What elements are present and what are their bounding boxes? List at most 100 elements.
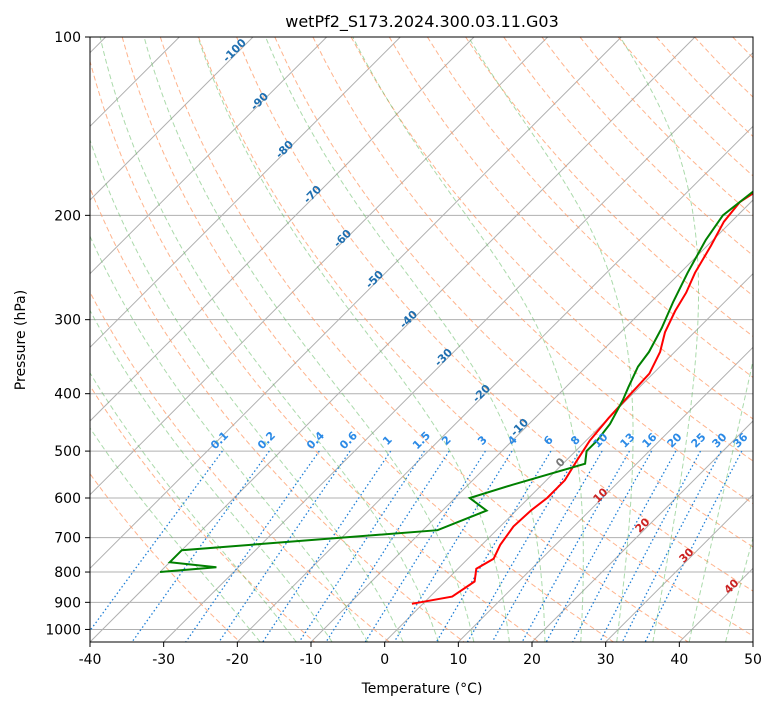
y-tick-label: 600: [54, 491, 81, 507]
dry-adiabat-line: [350, 37, 753, 462]
moist-adiabat-line: [197, 37, 510, 642]
x-tick-label: 20: [523, 652, 541, 668]
mixing-ratio-label: 2: [439, 433, 454, 448]
x-tick-label: -40: [79, 652, 102, 668]
dry-adiabat-label: -70: [301, 183, 324, 206]
chart-title: wetPf2_S173.2024.300.03.11.G03: [285, 12, 559, 32]
dry-adiabat-label: -60: [331, 227, 354, 250]
y-tick-label: 100: [54, 30, 81, 46]
dry-adiabat-line: [388, 37, 753, 420]
dry-adiabat-line: [90, 472, 241, 642]
mixing-ratio-line: [572, 450, 677, 642]
mixing-ratio-line: [545, 450, 653, 642]
y-tick-label: 300: [54, 313, 81, 329]
mixing-ratio-line: [90, 450, 223, 632]
isotherm-line: [384, 272, 753, 642]
y-tick-label: 200: [54, 208, 81, 224]
dry-adiabat-label: -20: [470, 382, 493, 405]
x-tick-label: 40: [670, 652, 688, 668]
dry-adiabat-label: -40: [397, 308, 420, 331]
mixing-ratio-label: 13: [618, 431, 638, 451]
dry-adiabat-line: [694, 37, 753, 98]
mixing-ratio-line: [262, 450, 392, 642]
moist-adiabat-line: [725, 536, 753, 642]
dry-adiabat-line: [732, 37, 753, 59]
isotherm-line: [310, 199, 753, 642]
dry-adiabat-line: [121, 37, 614, 642]
mixing-ratio-line: [185, 450, 320, 642]
y-tick-label: 400: [54, 387, 81, 403]
x-axis-ticks: -40 -30 -20 -10 0 10 20 30 40 50: [79, 642, 762, 668]
isotherm-line: [236, 125, 753, 642]
y-axis-ticks: 100 200 300 400 500 600 700 800 900 1000: [45, 30, 90, 638]
dry-adiabat-label: -50: [363, 268, 386, 291]
dewpoint-series-line: [159, 190, 753, 573]
isotherm-line: [531, 420, 753, 642]
dry-adiabat-line: [426, 37, 753, 378]
mixing-ratio-line: [491, 450, 603, 642]
mixing-ratio-line: [393, 450, 513, 642]
mixing-ratio-line: [599, 450, 702, 642]
x-tick-label: -10: [300, 652, 323, 668]
mixing-ratio-label: 0.2: [255, 429, 278, 452]
isotherm-line: [605, 493, 753, 642]
dry-adiabat-line: [503, 37, 753, 297]
y-tick-label: 500: [54, 444, 81, 460]
mixing-ratio-line: [435, 450, 552, 642]
isotherm-line: [678, 567, 753, 642]
dry-adiabat-line: [198, 37, 753, 637]
mixing-ratio-line: [644, 450, 743, 642]
mixing-ratio-line: [621, 450, 722, 642]
y-tick-label: 900: [54, 595, 81, 611]
y-tick-label: 700: [54, 531, 81, 547]
mixing-ratio-label: 1.5: [410, 429, 433, 452]
mixing-ratio-label: 6: [541, 433, 556, 448]
moist-adiabat-line: [619, 37, 699, 642]
moist-adiabat-line: [762, 24, 775, 642]
isotherm-line: [90, 37, 622, 570]
temperature-series-line: [411, 192, 753, 605]
mixing-ratio-line: [131, 450, 270, 642]
isotherm-line: [90, 37, 696, 642]
dry-adiabat-line: [90, 59, 540, 642]
isotherm-line: [90, 37, 475, 422]
moist-adiabat-line: [99, 37, 439, 642]
moist-adiabat-line: [90, 235, 369, 642]
isotherm-line: [90, 37, 328, 275]
dry-adiabat-line: [465, 37, 753, 338]
moist-adiabat-line: [90, 309, 333, 642]
mixing-ratio-label: 25: [689, 431, 709, 451]
moist-adiabat-line: [265, 37, 546, 642]
mixing-ratio-label: 3: [475, 433, 490, 448]
x-axis-label: Temperature (°C): [361, 681, 483, 697]
isotherm-line: [163, 51, 753, 642]
mixing-ratio-line: [364, 450, 486, 642]
profile-series: [159, 190, 753, 605]
isotherm-line: [752, 641, 753, 642]
x-tick-label: 0: [380, 652, 389, 668]
dry-adiabat-line: [90, 291, 390, 642]
mixing-ratio-label: 36: [731, 430, 751, 450]
dry-adiabat-line: [771, 37, 775, 642]
x-tick-label: 50: [744, 652, 762, 668]
dry-adiabat-label: -100: [220, 36, 249, 65]
x-tick-label: 10: [449, 652, 467, 668]
moist-adiabat-line: [688, 358, 753, 642]
mixing-ratio-line: [521, 450, 631, 642]
x-tick-label: -20: [226, 652, 249, 668]
dry-adiabat-label: -30: [432, 346, 455, 369]
moist-adiabat-label: 20: [633, 515, 653, 535]
dry-adiabat-line: [90, 186, 465, 642]
dry-adiabat-line: [236, 37, 753, 592]
y-tick-label: 800: [54, 565, 81, 581]
dry-adiabat-line: [274, 37, 753, 548]
moist-adiabat-line: [352, 37, 584, 642]
dry-adiabat-line: [159, 37, 689, 642]
x-tick-label: 30: [597, 652, 615, 668]
moist-adiabat-label: 10: [591, 485, 611, 505]
isotherm-line: [90, 37, 549, 496]
mixing-ratio-label: 0.1: [208, 429, 231, 452]
plot-frame: [89, 36, 754, 643]
moist-adiabat-line: [90, 138, 404, 642]
